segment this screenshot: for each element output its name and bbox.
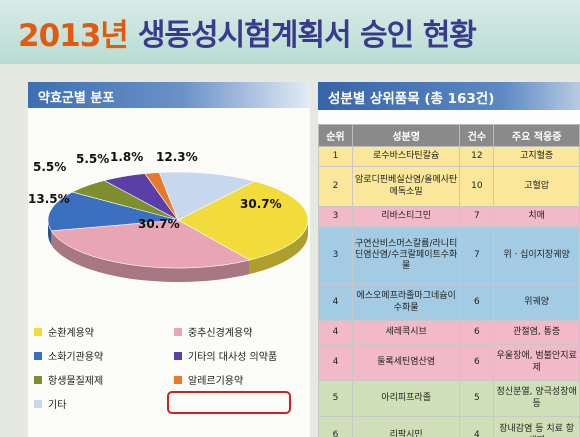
legend-label: 중추신경계용약 xyxy=(188,328,253,339)
legend-item: 소화기관용약 xyxy=(34,348,103,363)
table-row: 4 에스오메프라졸마그네슘이수화물 6 위궤양 xyxy=(318,284,580,321)
cell-count: 4 xyxy=(459,416,495,437)
legend-swatch xyxy=(34,399,42,408)
pie-slice-1 xyxy=(50,219,251,269)
cell-count: 10 xyxy=(459,166,495,207)
col-header-indication: 주요 적응증 xyxy=(493,124,580,147)
pie-label-2: 13.5% xyxy=(28,192,70,206)
table-row: 3 리바스티그민 7 치매 xyxy=(318,206,580,227)
legend-label: 기타의 대사성 의약품 xyxy=(188,352,278,363)
cell-rank: 4 xyxy=(318,344,353,381)
cell-indication: 우울장애, 범불안지료제 xyxy=(493,344,580,381)
cell-name: 아리피프라졸 xyxy=(351,380,461,417)
distribution-panel: 약효군별 분포 30.7% 30.7% 13.5% 5.5% 5.5% 1.8% 12.3%… xyxy=(28,82,310,437)
pie-label-1: 30.7% xyxy=(138,217,180,231)
cell-count: 6 xyxy=(459,320,495,345)
cell-rank: 4 xyxy=(318,320,353,345)
col-header-count: 건수 xyxy=(459,124,495,147)
table-row: 5 아리피프라졸 5 정신분열, 양극성장애 등 xyxy=(318,380,580,417)
legend-swatch xyxy=(34,375,42,384)
title-year: 2013년 xyxy=(18,17,129,54)
ranking-header: 성분별 상위품목 (총 163건) xyxy=(318,82,580,110)
pie-slice-6 xyxy=(158,171,256,221)
legend-label: 기타 xyxy=(48,400,67,411)
cell-rank: 3 xyxy=(318,206,353,227)
cell-count: 7 xyxy=(459,206,495,227)
legend-swatch xyxy=(174,327,182,336)
table-row: 3 구연산비스머스칼륨/라니티딘염산염/수크랄페이트수화물 7 위ㆍ십이지장궤양 xyxy=(318,226,580,285)
cell-indication: 장내감염 등 치료 항생제 xyxy=(493,416,580,437)
table-header-row: 순위 성분명 건수 주요 적응증 xyxy=(318,124,580,147)
cell-count: 7 xyxy=(459,226,495,285)
cell-name: 리팍시민 xyxy=(351,416,461,437)
pie-slice-0 xyxy=(177,180,309,261)
cell-indication: 관절염, 통증 xyxy=(493,320,580,345)
cell-name: 에스오메프라졸마그네슘이수화물 xyxy=(351,284,461,321)
cell-count: 5 xyxy=(459,380,495,417)
slide-title: 2013년 생동성시험계획서 승인 현황 xyxy=(0,0,580,64)
highlight-box xyxy=(167,391,291,414)
cell-indication: 정신분열, 양극성장애 등 xyxy=(493,380,580,417)
legend-item: 알레르기용약 xyxy=(174,372,243,387)
pie-slice-2 xyxy=(47,191,179,232)
cell-count: 6 xyxy=(459,284,495,321)
legend-swatch xyxy=(34,327,42,336)
pie-label-0: 30.7% xyxy=(240,197,282,211)
table-row: 4 세레콕시브 6 관절염, 통증 xyxy=(318,320,580,345)
col-header-rank: 순위 xyxy=(318,124,353,147)
cell-name: 암로디핀베실산염/올메사탄메독소밀 xyxy=(351,166,461,207)
legend-swatch xyxy=(34,351,42,360)
legend-item: 기타 xyxy=(34,396,66,411)
table-row: 2 암로디핀베실산염/올메사탄메독소밀 10 고혈압 xyxy=(318,166,580,207)
cell-rank: 2 xyxy=(318,166,353,207)
legend-swatch xyxy=(174,351,182,360)
legend-swatch xyxy=(174,375,182,384)
legend-item: 순환계용약 xyxy=(34,324,94,339)
cell-name: 로수바스타틴칼슘 xyxy=(351,146,461,167)
cell-indication: 치매 xyxy=(493,206,580,227)
cell-indication: 위ㆍ십이지장궤양 xyxy=(493,226,580,285)
cell-indication: 위궤양 xyxy=(493,284,580,321)
cell-name: 둘록세틴염산염 xyxy=(351,344,461,381)
cell-rank: 5 xyxy=(318,380,353,417)
pie-label-6: 12.3% xyxy=(156,150,198,164)
pie-label-3: 5.5% xyxy=(33,160,67,174)
cell-name: 구연산비스머스칼륨/라니티딘염산염/수크랄페이트수화물 xyxy=(351,226,461,285)
legend-label: 항생물질제제 xyxy=(48,376,104,387)
ranking-table: 순위 성분명 건수 주요 적응증 1 로수바스타틴칼슘 12 고지혈증 2 암로디핀베실산… xyxy=(318,124,580,437)
table-row: 1 로수바스타틴칼슘 12 고지혈증 xyxy=(318,146,580,167)
ranking-panel: 성분별 상위품목 (총 163건) 순위 성분명 건수 주요 적응증 1 로수바스… xyxy=(318,82,580,437)
title-text: 생동성시험계획서 승인 현황 xyxy=(137,18,477,53)
cell-rank: 6 xyxy=(318,416,353,437)
pie-chart xyxy=(47,171,309,282)
cell-rank: 4 xyxy=(318,284,353,321)
legend-label: 소화기관용약 xyxy=(48,352,104,363)
col-header-name: 성분명 xyxy=(351,124,461,147)
legend-label: 순환계용약 xyxy=(48,328,94,339)
legend-item: 기타의 대사성 의약품 xyxy=(174,348,277,363)
legend-item: 항생물질제제 xyxy=(34,372,103,387)
pie-label-5: 1.8% xyxy=(110,150,144,164)
pie-label-4: 5.5% xyxy=(76,152,110,166)
legend-item: 중추신경계용약 xyxy=(174,324,252,339)
legend-label: 알레르기용약 xyxy=(188,376,244,387)
distribution-header: 약효군별 분포 xyxy=(28,82,310,108)
cell-name: 세레콕시브 xyxy=(351,320,461,345)
cell-indication: 고지혈증 xyxy=(493,146,580,167)
cell-indication: 고혈압 xyxy=(493,166,580,207)
cell-rank: 1 xyxy=(318,146,353,167)
pie-side-1 xyxy=(51,230,250,282)
cell-rank: 3 xyxy=(318,226,353,285)
table-row: 4 둘록세틴염산염 6 우울장애, 범불안지료제 xyxy=(318,344,580,381)
cell-count: 12 xyxy=(459,146,495,167)
pie-side-0 xyxy=(249,220,308,275)
cell-count: 6 xyxy=(459,344,495,381)
cell-name: 리바스티그민 xyxy=(351,206,461,227)
